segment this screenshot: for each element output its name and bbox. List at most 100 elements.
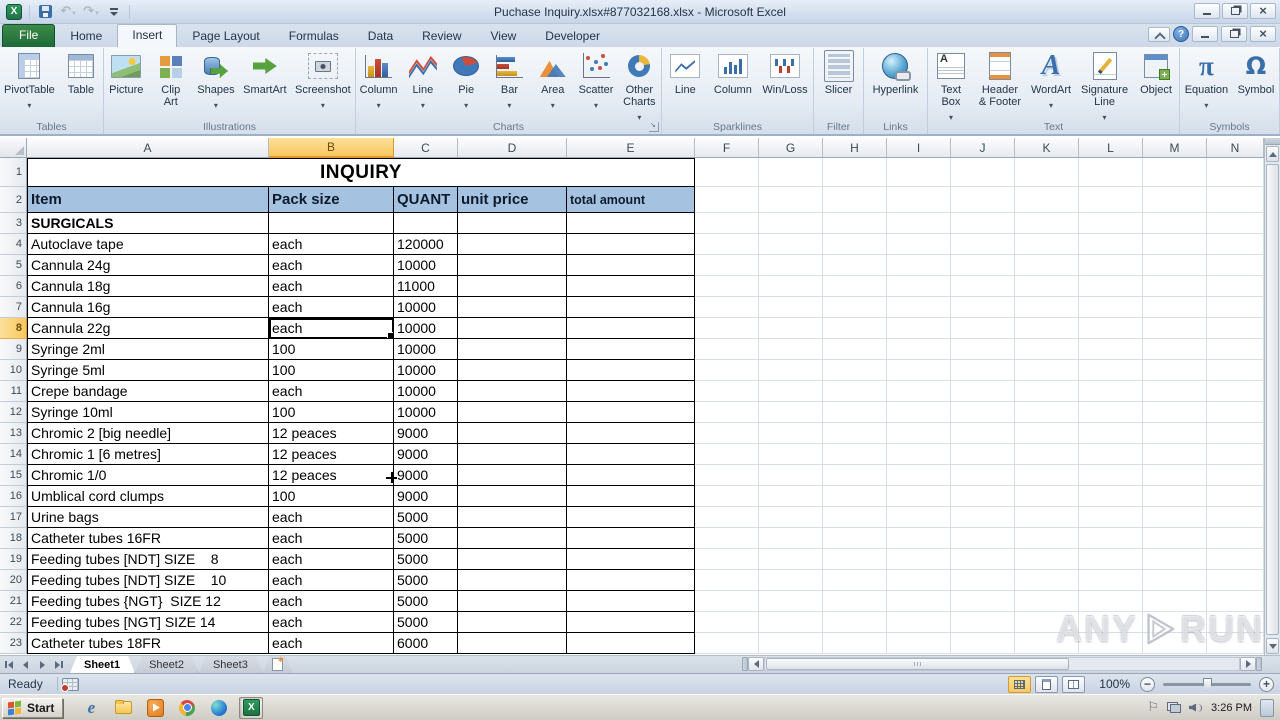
cell-F6[interactable]: [695, 276, 759, 297]
cell-L2[interactable]: [1079, 187, 1143, 213]
cell-I10[interactable]: [887, 360, 951, 381]
cell-B22[interactable]: each: [269, 612, 394, 633]
cell-J12[interactable]: [951, 402, 1015, 423]
cell-D23[interactable]: [458, 633, 567, 654]
column-header-A[interactable]: A: [27, 138, 269, 158]
cell-N15[interactable]: [1207, 465, 1264, 486]
cell-B5[interactable]: each: [269, 255, 394, 276]
cell-N14[interactable]: [1207, 444, 1264, 465]
table-button[interactable]: Table: [61, 49, 101, 96]
cell-G3[interactable]: [759, 213, 823, 234]
cell-L9[interactable]: [1079, 339, 1143, 360]
save-icon[interactable]: [35, 3, 55, 21]
cell-F21[interactable]: [695, 591, 759, 612]
cell-H10[interactable]: [823, 360, 887, 381]
cell-B15[interactable]: 12 peaces: [269, 465, 394, 486]
cell-H18[interactable]: [823, 528, 887, 549]
cell-K19[interactable]: [1015, 549, 1079, 570]
vertical-split-handle[interactable]: [1265, 138, 1280, 145]
cell-I22[interactable]: [887, 612, 951, 633]
cell-E13[interactable]: [567, 423, 695, 444]
cell-M4[interactable]: [1143, 234, 1207, 255]
workbook-minimize-icon[interactable]: [1192, 26, 1218, 42]
cell-B11[interactable]: each: [269, 381, 394, 402]
cell-A23[interactable]: Catheter tubes 18FR: [27, 633, 269, 654]
cell-G13[interactable]: [759, 423, 823, 444]
cell-K11[interactable]: [1015, 381, 1079, 402]
cell-F9[interactable]: [695, 339, 759, 360]
folder-taskbar-button[interactable]: [111, 697, 135, 719]
cell-G2[interactable]: [759, 187, 823, 213]
last-sheet-icon[interactable]: [51, 656, 68, 673]
cell-I18[interactable]: [887, 528, 951, 549]
cell-I6[interactable]: [887, 276, 951, 297]
cell-J10[interactable]: [951, 360, 1015, 381]
column-header-M[interactable]: M: [1143, 138, 1207, 158]
cell-C8[interactable]: 10000: [394, 318, 458, 339]
cell-F15[interactable]: [695, 465, 759, 486]
cell-J11[interactable]: [951, 381, 1015, 402]
cell-C4[interactable]: 120000: [394, 234, 458, 255]
cell-J5[interactable]: [951, 255, 1015, 276]
cell-A7[interactable]: Cannula 16g: [27, 297, 269, 318]
cell-K23[interactable]: [1015, 633, 1079, 654]
picture-button[interactable]: Picture: [106, 49, 146, 96]
textbox-button[interactable]: Text Box: [931, 49, 971, 123]
vertical-scroll-thumb[interactable]: [1266, 164, 1279, 635]
cell-C14[interactable]: 9000: [394, 444, 458, 465]
pivottable-button[interactable]: PivotTable: [2, 49, 57, 111]
cell-J8[interactable]: [951, 318, 1015, 339]
cell-M12[interactable]: [1143, 402, 1207, 423]
cell-J15[interactable]: [951, 465, 1015, 486]
cell-C22[interactable]: 5000: [394, 612, 458, 633]
cell-A20[interactable]: Feeding tubes [NDT] SIZE 10: [27, 570, 269, 591]
tab-data[interactable]: Data: [367, 29, 394, 43]
volume-icon[interactable]: [1189, 702, 1203, 714]
row-header-12[interactable]: 12: [0, 402, 27, 423]
column-header-N[interactable]: N: [1207, 138, 1264, 158]
cell-J2[interactable]: [951, 187, 1015, 213]
cell-D17[interactable]: [458, 507, 567, 528]
cell-L23[interactable]: [1079, 633, 1143, 654]
cell-H13[interactable]: [823, 423, 887, 444]
cell-I7[interactable]: [887, 297, 951, 318]
slicer-button[interactable]: Slicer: [819, 49, 859, 96]
show-desktop-button[interactable]: [1260, 698, 1274, 717]
column-header-B[interactable]: B: [269, 138, 394, 158]
cell-M15[interactable]: [1143, 465, 1207, 486]
cell-L20[interactable]: [1079, 570, 1143, 591]
cell-A16[interactable]: Umblical cord clumps: [27, 486, 269, 507]
chart-column-button[interactable]: Column: [358, 49, 400, 111]
network-icon[interactable]: [1167, 702, 1182, 713]
excel-taskbar-button[interactable]: [239, 696, 264, 719]
cell-C12[interactable]: 10000: [394, 402, 458, 423]
cell-L18[interactable]: [1079, 528, 1143, 549]
cell-H3[interactable]: [823, 213, 887, 234]
cell-J16[interactable]: [951, 486, 1015, 507]
cell-F16[interactable]: [695, 486, 759, 507]
cell-F23[interactable]: [695, 633, 759, 654]
cell-E15[interactable]: [567, 465, 695, 486]
cell-G14[interactable]: [759, 444, 823, 465]
cell-H20[interactable]: [823, 570, 887, 591]
sheet-tab-sheet2[interactable]: Sheet2: [135, 656, 199, 673]
cell-L17[interactable]: [1079, 507, 1143, 528]
cell-A9[interactable]: Syringe 2ml: [27, 339, 269, 360]
cell-N13[interactable]: [1207, 423, 1264, 444]
cell-K18[interactable]: [1015, 528, 1079, 549]
cell-G16[interactable]: [759, 486, 823, 507]
cell-I17[interactable]: [887, 507, 951, 528]
cell-L14[interactable]: [1079, 444, 1143, 465]
clipart-button[interactable]: Clip Art: [151, 49, 191, 108]
cell-B13[interactable]: 12 peaces: [269, 423, 394, 444]
chrome-taskbar-button[interactable]: [175, 697, 199, 719]
cell-A18[interactable]: Catheter tubes 16FR: [27, 528, 269, 549]
cell-A11[interactable]: Crepe bandage: [27, 381, 269, 402]
cell-A13[interactable]: Chromic 2 [big needle]: [27, 423, 269, 444]
cell-J3[interactable]: [951, 213, 1015, 234]
cell-B12[interactable]: 100: [269, 402, 394, 423]
cell-A14[interactable]: Chromic 1 [6 metres]: [27, 444, 269, 465]
tab-review[interactable]: Review: [422, 29, 462, 43]
tab-split-handle[interactable]: [742, 657, 748, 671]
page-layout-view-button[interactable]: [1035, 675, 1059, 693]
